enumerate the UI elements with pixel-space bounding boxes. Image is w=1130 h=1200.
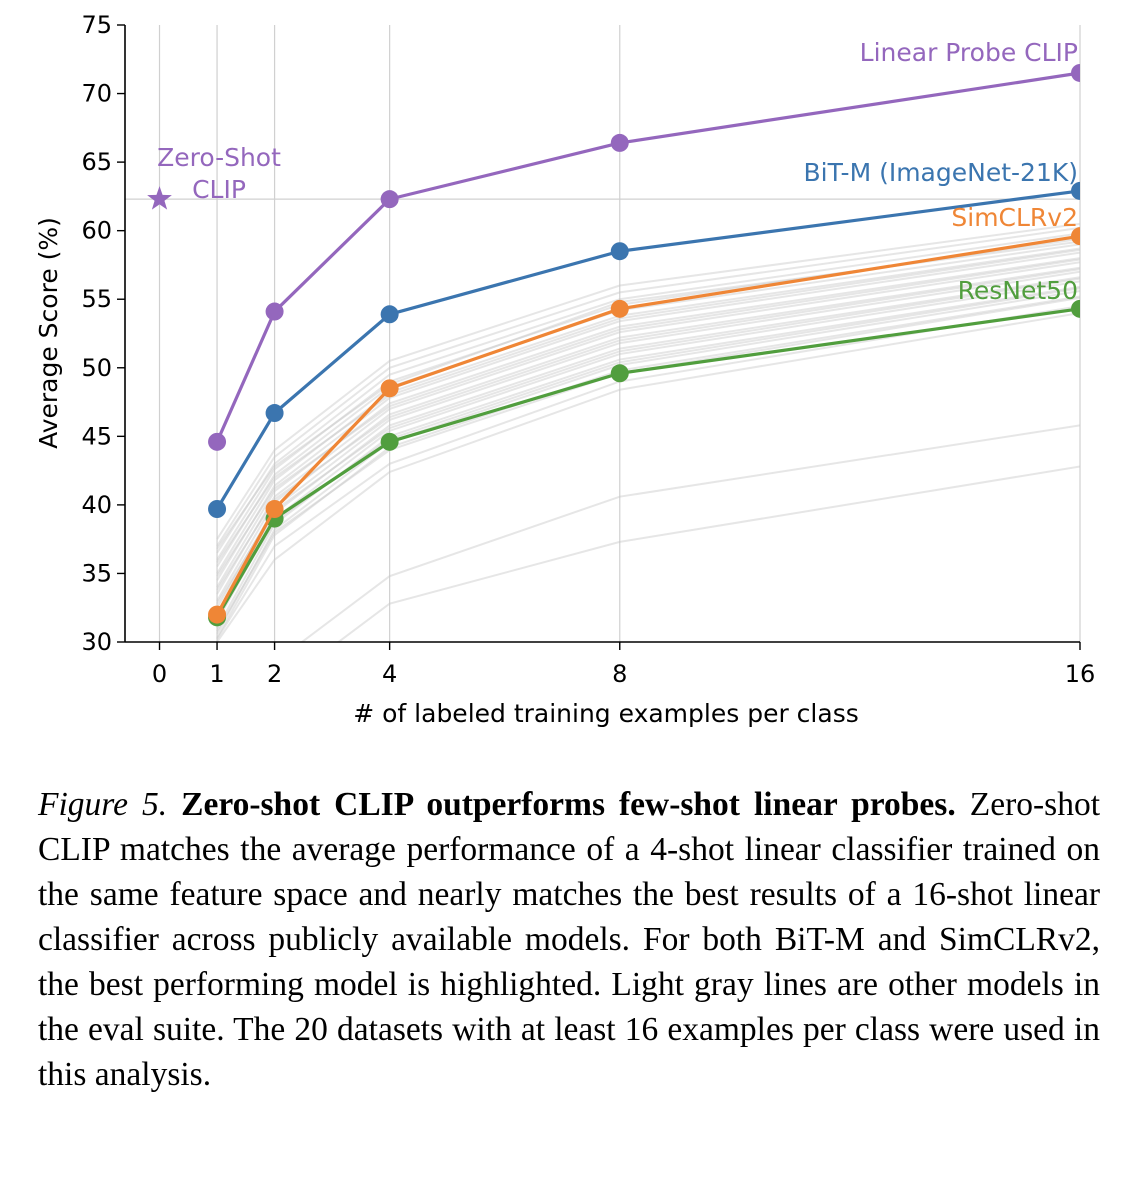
- background-series: [216, 222, 1080, 642]
- y-tick-label: 45: [81, 422, 112, 450]
- series-point: [380, 190, 399, 209]
- x-tick-label: 0: [152, 660, 167, 688]
- background-series-line: [216, 232, 1080, 554]
- series-point: [610, 133, 629, 152]
- y-tick-label: 60: [81, 217, 112, 245]
- y-tick-label: 50: [81, 354, 112, 382]
- y-tick-label: 70: [81, 80, 112, 108]
- x-axis-label: # of labeled training examples per class: [353, 699, 859, 728]
- y-tick-label: 65: [81, 148, 112, 176]
- series-point: [265, 500, 284, 519]
- background-series-line: [216, 258, 1080, 577]
- background-series-line: [216, 268, 1080, 591]
- series-label: BiT-M (ImageNet-21K): [803, 158, 1078, 187]
- series-point: [610, 242, 629, 261]
- background-series-line: [216, 222, 1080, 540]
- series-point: [610, 299, 629, 318]
- y-tick-label: 40: [81, 491, 112, 519]
- series-point: [208, 605, 227, 624]
- series-point: [265, 404, 284, 423]
- series-point: [380, 379, 399, 398]
- series-point: [380, 432, 399, 451]
- background-series-line: [216, 261, 1080, 595]
- background-series-line: [216, 226, 1080, 547]
- background-series-line: [336, 465, 1080, 642]
- figure-caption: Figure 5. Zero-shot CLIP outperforms few…: [38, 782, 1100, 1097]
- series-point: [265, 302, 284, 321]
- background-series-line: [216, 251, 1080, 581]
- series-point: [610, 364, 629, 383]
- series-point: [1071, 299, 1080, 318]
- series-point: [1071, 63, 1080, 82]
- series-label: Linear Probe CLIP: [860, 38, 1078, 67]
- background-series-line: [300, 424, 1080, 642]
- x-tick-label: 2: [267, 660, 282, 688]
- zero-shot-label: CLIP: [192, 175, 246, 204]
- grid: [125, 25, 1081, 642]
- background-series-line: [216, 305, 1080, 640]
- axes: 30 35 40 45 50 55 60 65 70 75 0 1 2 4 8 16: [81, 11, 1095, 688]
- series-point: [380, 305, 399, 324]
- few-shot-chart: 30 35 40 45 50 55 60 65 70 75 0 1 2 4 8 16 Zero-Shot CLI…: [34, 11, 1095, 728]
- y-axis-label: Average Score (%): [34, 217, 63, 449]
- figure-title: Zero-shot CLIP outperforms few-shot line…: [181, 786, 956, 823]
- figure-label: Figure 5.: [38, 786, 168, 823]
- series-point: [1071, 227, 1080, 246]
- zero-shot-star-marker: [147, 186, 172, 210]
- series-label: ResNet50: [958, 276, 1078, 305]
- series-labels: Zero-Shot CLIP Linear Probe CLIP BiT-M (Ima…: [157, 38, 1078, 305]
- figure-caption-body: Zero-shot CLIP matches the average perfo…: [38, 786, 1101, 1093]
- series-point: [1071, 181, 1080, 200]
- background-series-line: [216, 266, 1080, 602]
- highlighted-series: [208, 63, 1080, 627]
- y-tick-label: 55: [81, 285, 112, 313]
- x-tick-label: 16: [1065, 660, 1096, 688]
- background-series-line: [216, 257, 1080, 588]
- y-tick-label: 30: [81, 628, 112, 656]
- series-point: [208, 500, 227, 519]
- zero-shot-label: Zero-Shot: [157, 143, 281, 172]
- series-point: [208, 432, 227, 451]
- y-tick-label: 75: [81, 11, 112, 39]
- series-label: SimCLRv2: [951, 203, 1078, 232]
- x-tick-label: 4: [382, 660, 397, 688]
- x-tick-label: 1: [209, 660, 224, 688]
- background-series-line: [216, 311, 1080, 642]
- background-series-line: [216, 290, 1080, 635]
- x-tick-label: 8: [612, 660, 627, 688]
- y-tick-label: 35: [81, 559, 112, 587]
